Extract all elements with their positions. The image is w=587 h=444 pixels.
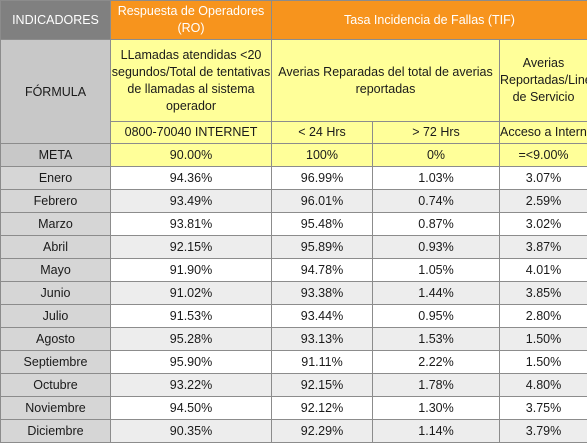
- acceso-value: 4.01%: [498, 258, 587, 282]
- formula-lineas: Averias Reportadas/Lineas de Servicio: [498, 39, 587, 122]
- h72-value: 1.44%: [372, 281, 500, 305]
- h72-value: 1.30%: [372, 396, 500, 420]
- table-row: Abril 92.15% 95.89% 0.93% 3.87%: [0, 235, 587, 259]
- table-row: Noviembre 94.50% 92.12% 1.30% 3.75%: [0, 396, 587, 420]
- subheader-24h: < 24 Hrs: [271, 121, 373, 144]
- month-label: Julio: [0, 304, 111, 328]
- h72-value: 1.03%: [372, 166, 500, 190]
- month-label: Diciembre: [0, 419, 111, 443]
- month-label: Enero: [0, 166, 111, 190]
- subheader-ro: 0800-70040 INTERNET: [110, 121, 272, 144]
- table-row: Julio 91.53% 93.44% 0.95% 2.80%: [0, 304, 587, 328]
- acceso-value: 3.85%: [498, 281, 587, 305]
- ro-value: 95.28%: [110, 327, 272, 351]
- ro-header: Respuesta de Operadores (RO): [110, 0, 272, 40]
- acceso-value: 3.87%: [498, 235, 587, 259]
- h24-value: 93.38%: [271, 281, 373, 305]
- h72-value: 1.78%: [372, 373, 500, 397]
- table-row: Junio 91.02% 93.38% 1.44% 3.85%: [0, 281, 587, 305]
- h24-value: 96.99%: [271, 166, 373, 190]
- acceso-value: 4.80%: [498, 373, 587, 397]
- header-row: INDICADORES Respuesta de Operadores (RO)…: [0, 0, 587, 40]
- month-label: Noviembre: [0, 396, 111, 420]
- month-label: Marzo: [0, 212, 111, 236]
- acceso-value: 1.50%: [498, 327, 587, 351]
- meta-row: META 90.00% 100% 0% =<9.00%: [0, 143, 587, 167]
- acceso-value: 2.59%: [498, 189, 587, 213]
- acceso-value: 3.07%: [498, 166, 587, 190]
- table-row: Octubre 93.22% 92.15% 1.78% 4.80%: [0, 373, 587, 397]
- h24-value: 91.11%: [271, 350, 373, 374]
- acceso-value: 1.50%: [498, 350, 587, 374]
- month-label: Abril: [0, 235, 111, 259]
- ro-value: 94.36%: [110, 166, 272, 190]
- ro-value: 93.22%: [110, 373, 272, 397]
- ro-value: 94.50%: [110, 396, 272, 420]
- subheader-acceso: Acceso a Internet: [498, 121, 587, 144]
- h72-value: 1.53%: [372, 327, 500, 351]
- meta-24h: 100%: [271, 143, 373, 167]
- ro-value: 93.49%: [110, 189, 272, 213]
- ro-value: 95.90%: [110, 350, 272, 374]
- formula-label: FÓRMULA: [0, 39, 111, 144]
- formula-ro: LLamadas atendidas <20 segundos/Total de…: [110, 39, 272, 122]
- ro-value: 91.90%: [110, 258, 272, 282]
- h72-value: 0.93%: [372, 235, 500, 259]
- meta-label: META: [0, 143, 111, 167]
- formula-row: FÓRMULA LLamadas atendidas <20 segundos/…: [0, 39, 587, 144]
- h72-value: 0.95%: [372, 304, 500, 328]
- tif-header: Tasa Incidencia de Fallas (TIF): [270, 0, 587, 40]
- ro-value: 91.02%: [110, 281, 272, 305]
- table-row: Marzo 93.81% 95.48% 0.87% 3.02%: [0, 212, 587, 236]
- table-row: Agosto 95.28% 93.13% 1.53% 1.50%: [0, 327, 587, 351]
- h24-value: 92.29%: [271, 419, 373, 443]
- acceso-value: 2.80%: [498, 304, 587, 328]
- table-row: Septiembre 95.90% 91.11% 2.22% 1.50%: [0, 350, 587, 374]
- h24-value: 94.78%: [271, 258, 373, 282]
- table-row: Mayo 91.90% 94.78% 1.05% 4.01%: [0, 258, 587, 282]
- month-label: Octubre: [0, 373, 111, 397]
- ro-value: 90.35%: [110, 419, 272, 443]
- h24-value: 93.44%: [271, 304, 373, 328]
- h24-value: 96.01%: [271, 189, 373, 213]
- ro-value: 93.81%: [110, 212, 272, 236]
- h24-value: 95.89%: [271, 235, 373, 259]
- month-label: Agosto: [0, 327, 111, 351]
- meta-72h: 0%: [372, 143, 500, 167]
- table-row: Enero 94.36% 96.99% 1.03% 3.07%: [0, 166, 587, 190]
- h72-value: 0.74%: [372, 189, 500, 213]
- month-label: Septiembre: [0, 350, 111, 374]
- month-label: Febrero: [0, 189, 111, 213]
- meta-acceso: =<9.00%: [498, 143, 587, 167]
- formula-tif: Averias Reparadas del total de averias r…: [271, 39, 500, 122]
- h72-value: 1.05%: [372, 258, 500, 282]
- ro-value: 91.53%: [110, 304, 272, 328]
- meta-ro: 90.00%: [110, 143, 272, 167]
- h24-value: 93.13%: [271, 327, 373, 351]
- month-label: Junio: [0, 281, 111, 305]
- h72-value: 2.22%: [372, 350, 500, 374]
- acceso-value: 3.79%: [498, 419, 587, 443]
- subheader-72h: > 72 Hrs: [372, 121, 500, 144]
- h24-value: 95.48%: [271, 212, 373, 236]
- acceso-value: 3.02%: [498, 212, 587, 236]
- h24-value: 92.12%: [271, 396, 373, 420]
- indicadores-header: INDICADORES: [0, 0, 111, 40]
- h72-value: 0.87%: [372, 212, 500, 236]
- month-label: Mayo: [0, 258, 111, 282]
- h24-value: 92.15%: [271, 373, 373, 397]
- table-row: Diciembre 90.35% 92.29% 1.14% 3.79%: [0, 419, 587, 443]
- acceso-value: 3.75%: [498, 396, 587, 420]
- ro-value: 92.15%: [110, 235, 272, 259]
- subheader-row: 0800-70040 INTERNET < 24 Hrs > 72 Hrs Ac…: [1, 121, 587, 144]
- table-row: Febrero 93.49% 96.01% 0.74% 2.59%: [0, 189, 587, 213]
- h72-value: 1.14%: [372, 419, 500, 443]
